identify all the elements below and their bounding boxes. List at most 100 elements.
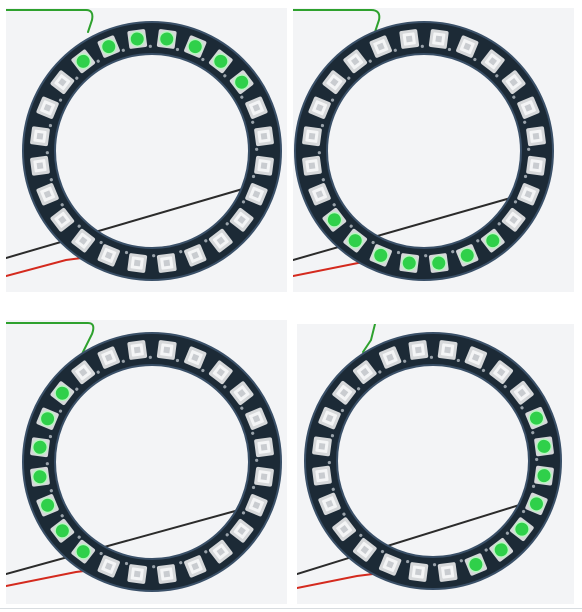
led-off: [523, 155, 546, 179]
led-off: [225, 518, 254, 543]
led-ring-figure: [293, 9, 554, 281]
led-ring-figure: [6, 9, 282, 281]
led-off: [184, 346, 207, 373]
led-off: [369, 35, 397, 58]
led-off: [71, 224, 96, 253]
led-lit: [36, 489, 59, 517]
led-off: [399, 29, 424, 49]
led-off: [225, 207, 254, 232]
led-off: [353, 533, 377, 562]
led-off: [30, 123, 53, 147]
led-lit: [71, 49, 100, 74]
led-ring-figure: [6, 322, 282, 592]
led-off: [312, 460, 332, 486]
led-lit: [71, 535, 96, 564]
panel-top-left: [6, 8, 287, 292]
led-off: [501, 70, 526, 99]
wire-black: [6, 507, 247, 575]
led-off: [204, 539, 233, 564]
led-off: [378, 346, 407, 369]
led-lit: [50, 514, 75, 543]
led-off: [432, 562, 458, 582]
panel-top-right: [293, 8, 574, 292]
led-off: [332, 381, 361, 405]
led-off: [152, 564, 177, 584]
led-lit: [50, 381, 79, 406]
led-lit: [534, 436, 554, 462]
bottom-divider: [0, 608, 582, 609]
led-off: [302, 123, 325, 147]
led-lit: [97, 35, 125, 58]
led-off: [343, 49, 372, 74]
led-off: [156, 340, 180, 363]
led-lit: [505, 517, 534, 541]
led-lit: [396, 250, 420, 273]
led-off: [464, 346, 488, 373]
led-lit: [369, 240, 392, 267]
led-off: [127, 340, 152, 360]
wire-green: [6, 9, 94, 33]
ring-board: [296, 23, 552, 279]
wire-green: [6, 322, 95, 355]
led-off: [312, 434, 335, 457]
led-off: [71, 360, 100, 385]
ring-board: [24, 23, 280, 279]
led-off: [36, 96, 63, 119]
led-off: [489, 360, 513, 389]
led-off: [36, 178, 59, 206]
led-lit: [531, 465, 554, 488]
led-lit: [36, 407, 63, 430]
panel-bottom-left: [6, 320, 287, 604]
led-off: [497, 207, 526, 232]
led-off: [456, 35, 479, 62]
led-lit: [343, 224, 368, 253]
led-lit: [521, 492, 548, 516]
led-off: [97, 551, 120, 578]
led-off: [152, 253, 177, 273]
led-off: [97, 240, 120, 267]
led-off: [308, 96, 335, 119]
led-lit: [459, 553, 488, 576]
led-lit: [30, 434, 53, 458]
wire-black: [293, 192, 529, 261]
led-off: [241, 183, 268, 206]
led-off: [179, 555, 207, 578]
led-ring-figure: [297, 324, 562, 590]
led-lit: [30, 462, 50, 487]
panel-bottom-right: [297, 324, 574, 604]
led-off: [526, 126, 546, 151]
led-off: [50, 70, 79, 95]
led-off: [50, 203, 75, 232]
led-off: [408, 340, 434, 360]
led-lit: [451, 244, 479, 267]
ring-board: [306, 334, 560, 588]
led-off: [124, 561, 148, 584]
wire-green: [362, 324, 376, 353]
led-lit: [208, 49, 233, 78]
led-off: [254, 437, 274, 462]
led-off: [513, 183, 540, 206]
led-off: [480, 49, 505, 78]
led-lit: [322, 203, 347, 232]
wire-black: [297, 501, 530, 575]
led-lit: [525, 406, 548, 435]
led-lit: [229, 70, 254, 99]
led-off: [406, 559, 429, 582]
led-off: [124, 250, 148, 273]
led-off: [302, 151, 322, 176]
led-lit: [424, 253, 449, 273]
led-lit: [156, 29, 180, 52]
led-off: [254, 126, 274, 151]
led-off: [322, 70, 351, 95]
wire-green: [293, 9, 381, 33]
led-lit: [127, 29, 152, 49]
led-off: [517, 96, 540, 124]
led-off: [510, 381, 534, 410]
ring-board: [24, 334, 280, 590]
led-off: [318, 487, 341, 516]
led-off: [97, 346, 125, 369]
led-off: [428, 29, 452, 52]
led-off: [208, 360, 233, 389]
led-lit: [184, 35, 207, 62]
led-off: [332, 512, 356, 541]
